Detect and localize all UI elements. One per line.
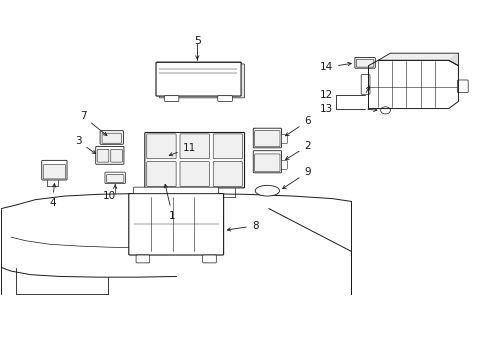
FancyBboxPatch shape xyxy=(128,194,223,255)
FancyBboxPatch shape xyxy=(159,64,244,98)
FancyBboxPatch shape xyxy=(180,134,209,159)
FancyBboxPatch shape xyxy=(136,255,149,263)
FancyBboxPatch shape xyxy=(354,58,374,68)
Text: 1: 1 xyxy=(164,184,176,221)
FancyBboxPatch shape xyxy=(164,96,179,102)
FancyBboxPatch shape xyxy=(253,128,281,148)
Text: 11: 11 xyxy=(169,143,196,156)
FancyBboxPatch shape xyxy=(144,132,244,188)
FancyBboxPatch shape xyxy=(111,149,122,162)
FancyBboxPatch shape xyxy=(213,162,242,186)
FancyBboxPatch shape xyxy=(41,160,67,180)
Text: 5: 5 xyxy=(193,36,201,46)
FancyBboxPatch shape xyxy=(361,75,369,94)
Ellipse shape xyxy=(255,185,279,196)
Text: 4: 4 xyxy=(49,184,56,208)
FancyBboxPatch shape xyxy=(146,162,176,186)
Text: 9: 9 xyxy=(282,167,310,189)
FancyBboxPatch shape xyxy=(213,134,242,159)
FancyBboxPatch shape xyxy=(100,131,123,144)
Text: 10: 10 xyxy=(102,191,116,201)
Text: 6: 6 xyxy=(285,116,310,136)
FancyBboxPatch shape xyxy=(457,80,467,93)
FancyBboxPatch shape xyxy=(202,255,216,263)
Text: 3: 3 xyxy=(75,136,96,154)
FancyBboxPatch shape xyxy=(356,59,373,67)
FancyBboxPatch shape xyxy=(102,133,121,143)
FancyBboxPatch shape xyxy=(43,165,65,179)
FancyBboxPatch shape xyxy=(281,160,287,169)
FancyBboxPatch shape xyxy=(254,154,280,172)
FancyBboxPatch shape xyxy=(96,147,123,164)
FancyBboxPatch shape xyxy=(133,187,218,194)
Text: 8: 8 xyxy=(227,221,258,231)
Text: 2: 2 xyxy=(285,141,310,159)
FancyBboxPatch shape xyxy=(97,149,109,162)
Polygon shape xyxy=(448,53,458,66)
FancyBboxPatch shape xyxy=(254,131,280,147)
Text: 13: 13 xyxy=(319,104,332,114)
FancyBboxPatch shape xyxy=(180,162,209,186)
FancyBboxPatch shape xyxy=(281,135,287,144)
FancyBboxPatch shape xyxy=(253,151,281,173)
Text: 12: 12 xyxy=(319,90,332,100)
FancyBboxPatch shape xyxy=(105,172,125,184)
Polygon shape xyxy=(377,53,458,66)
Text: 14: 14 xyxy=(319,62,350,72)
FancyBboxPatch shape xyxy=(106,175,123,183)
FancyBboxPatch shape xyxy=(217,96,232,102)
FancyBboxPatch shape xyxy=(156,62,241,96)
Text: 7: 7 xyxy=(80,111,107,135)
Polygon shape xyxy=(368,60,458,109)
FancyBboxPatch shape xyxy=(146,134,176,159)
